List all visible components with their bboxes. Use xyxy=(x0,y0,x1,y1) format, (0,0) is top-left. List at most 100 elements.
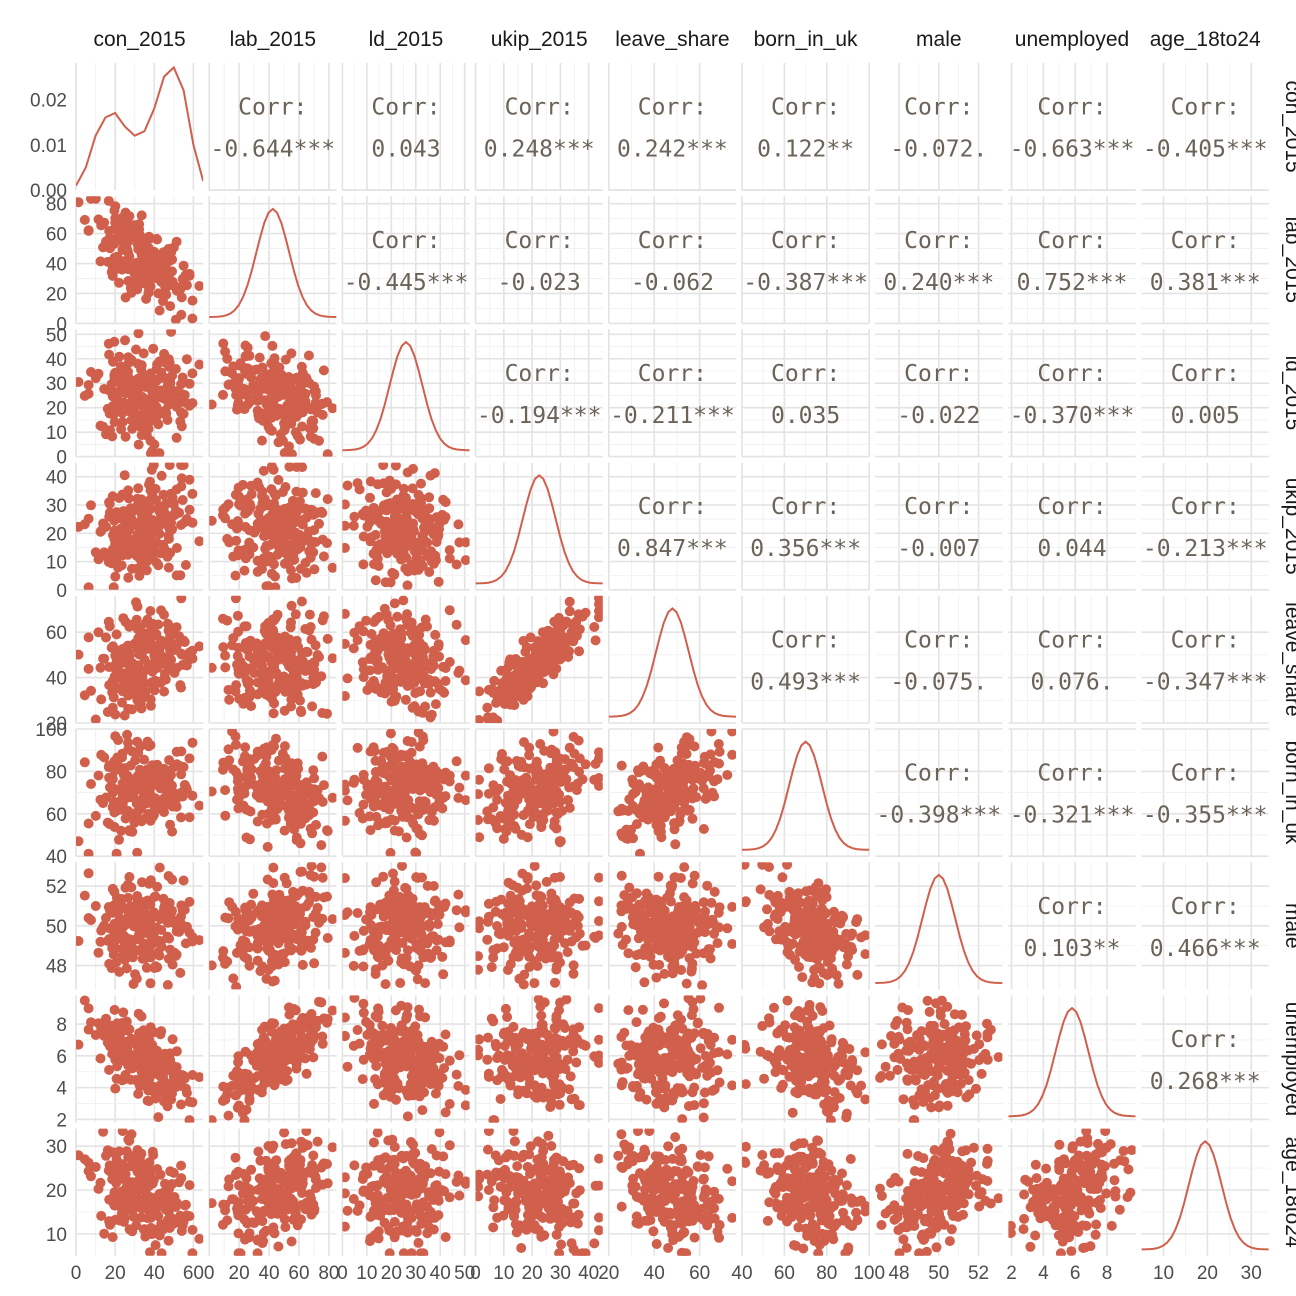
scatter-point xyxy=(112,251,123,262)
scatter-point xyxy=(287,573,297,584)
scatter-point xyxy=(220,958,231,969)
scatter-point xyxy=(230,570,241,581)
scatter-point xyxy=(187,295,198,306)
scatter-point xyxy=(278,800,289,811)
scatter-point xyxy=(297,866,308,877)
scatter-point xyxy=(635,808,646,819)
scatter-point xyxy=(437,803,448,814)
scatter-point xyxy=(154,781,165,792)
x-tick-label: 80 xyxy=(816,1263,837,1284)
scatter-point xyxy=(283,926,294,937)
scatter-point xyxy=(500,797,511,808)
scatter-point xyxy=(358,799,369,810)
y-tick-label: 40 xyxy=(46,350,67,371)
scatter-point xyxy=(503,820,514,831)
scatter-point xyxy=(271,403,281,413)
corr-label: Corr: xyxy=(1171,361,1240,387)
matrix-cell: Corr: 0.122** xyxy=(741,63,871,191)
scatter-point xyxy=(159,900,170,911)
scatter-point xyxy=(107,883,118,894)
matrix-cell: Corr: -0.387*** xyxy=(741,196,871,325)
x-tick-label: 30 xyxy=(550,1263,571,1284)
row-strip-label: unemployed xyxy=(1281,1002,1296,1116)
scatter-point xyxy=(244,651,255,662)
scatter-point xyxy=(165,819,176,830)
panel-background xyxy=(342,329,470,457)
scatter-point xyxy=(426,709,437,720)
scatter-point xyxy=(154,638,165,648)
scatter-point xyxy=(659,762,670,773)
scatter-point xyxy=(171,432,182,443)
scatter-point xyxy=(83,848,94,857)
scatter-point xyxy=(412,542,423,553)
scatter-point xyxy=(385,729,396,739)
corr-value: -0.321*** xyxy=(1010,803,1135,829)
scatter-point xyxy=(133,633,144,644)
scatter-point xyxy=(232,610,243,621)
scatter-point xyxy=(388,694,399,704)
scatter-point xyxy=(310,927,321,938)
scatter-point xyxy=(422,880,433,891)
scatter-point xyxy=(170,505,181,516)
scatter-point xyxy=(389,876,400,887)
scatter-point xyxy=(176,812,186,823)
scatter-point xyxy=(538,678,549,689)
scatter-point xyxy=(209,786,217,797)
scatter-point xyxy=(239,951,250,962)
scatter-point xyxy=(223,499,234,510)
scatter-point xyxy=(372,654,383,665)
scatter-point xyxy=(117,417,128,427)
panel-background xyxy=(1008,63,1136,191)
scatter-point xyxy=(342,638,350,649)
scatter-point xyxy=(178,260,189,271)
scatter-point xyxy=(642,812,653,823)
scatter-point xyxy=(488,712,499,723)
scatter-point xyxy=(117,221,127,232)
column-strip-label: born_in_uk xyxy=(754,28,858,51)
scatter-point xyxy=(144,231,154,242)
scatter-point xyxy=(396,628,407,639)
scatter-point xyxy=(342,795,353,806)
scatter-point xyxy=(147,909,158,920)
x-tick-label: 60 xyxy=(689,1263,710,1284)
scatter-point xyxy=(86,779,96,789)
scatter-point xyxy=(223,379,234,390)
scatter-point xyxy=(76,197,84,208)
scatter-point xyxy=(460,635,470,646)
scatter-point xyxy=(440,898,451,909)
scatter-point xyxy=(109,807,120,818)
scatter-point xyxy=(184,812,195,823)
scatter-point xyxy=(505,699,516,710)
scatter-point xyxy=(536,822,547,833)
scatter-point xyxy=(150,374,161,385)
matrix-cell: Corr: 0.076. xyxy=(1008,595,1136,724)
scatter-point xyxy=(255,503,266,514)
scatter-point xyxy=(143,394,154,405)
scatter-point xyxy=(261,540,272,551)
scatter-point xyxy=(110,784,121,795)
scatter-point xyxy=(424,492,435,503)
scatter-point xyxy=(209,515,217,526)
y-tick-label: 10 xyxy=(46,553,67,574)
scatter-point xyxy=(303,665,314,675)
scatter-point xyxy=(454,782,465,793)
scatter-point xyxy=(119,470,130,481)
column-strip-label: unemployed xyxy=(1015,28,1129,51)
scatter-point xyxy=(126,940,137,951)
scatter-point xyxy=(564,646,575,657)
scatter-point xyxy=(483,788,494,799)
scatter-point xyxy=(594,595,603,604)
scatter-point xyxy=(257,685,267,696)
scatter-point xyxy=(79,690,90,701)
matrix-cell: Corr: 0.242*** xyxy=(607,63,736,191)
matrix-cell: Corr: -0.370*** xyxy=(1008,329,1136,458)
x-tick-label: 4 xyxy=(1038,1263,1049,1284)
corr-value: -0.644*** xyxy=(210,137,335,163)
scatter-point xyxy=(272,392,283,402)
scatter-point xyxy=(248,888,259,899)
scatter-point xyxy=(154,520,165,531)
scatter-point xyxy=(495,811,506,821)
scatter-point xyxy=(631,819,642,830)
scatter-point xyxy=(522,782,533,793)
scatter-point xyxy=(522,677,533,687)
